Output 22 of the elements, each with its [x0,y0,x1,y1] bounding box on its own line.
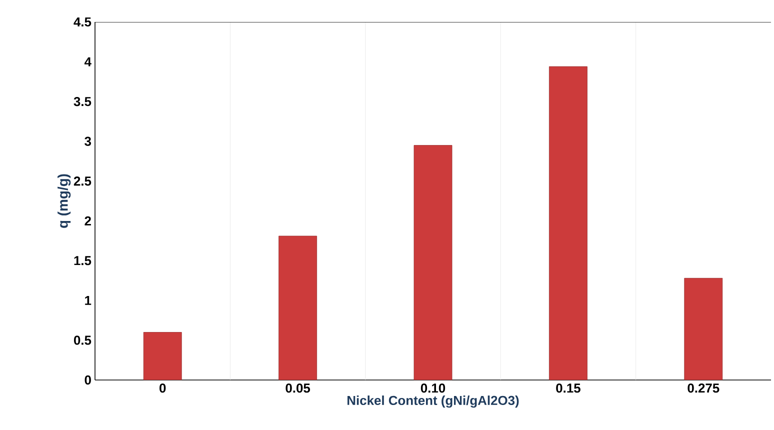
x-tick-label: 0.275 [688,384,720,393]
x-tick-label: 0.05 [286,384,310,393]
y-axis-title: q (mg/g) [58,174,71,228]
x-tick-label: 0.15 [556,384,580,393]
bar [278,236,317,380]
y-tick-label: 0 [84,375,91,385]
bar [549,66,588,380]
y-tick-label: 3.5 [74,96,92,106]
bar [414,145,452,380]
y-tick-label: 2.5 [74,176,92,186]
x-tick-label: 0.10 [420,384,446,393]
y-tick-label: 3 [84,136,92,146]
y-tick-label: 0.5 [74,336,92,345]
y-tick-label: 2 [84,216,91,226]
y-tick-label: 1 [85,296,92,305]
bar [143,332,182,380]
x-tick-label: 0 [160,384,166,393]
y-tick-label: 4.5 [74,17,92,27]
x-axis-title: Nickel Content (gNi/gAl2O3) [348,396,519,408]
y-tick-label: 1.5 [74,256,92,266]
bar [684,278,723,380]
y-tick-label: 4 [84,57,92,66]
